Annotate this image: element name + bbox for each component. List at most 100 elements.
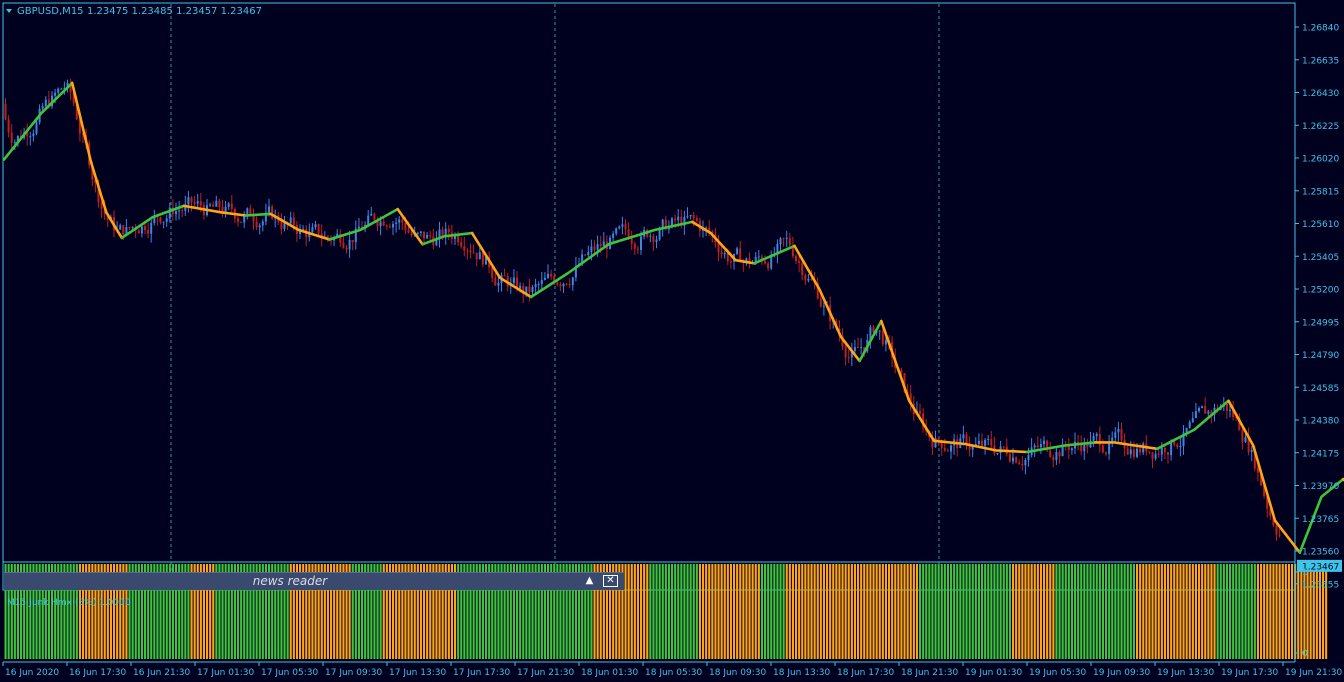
indicator-bar-up — [971, 564, 974, 659]
candle-body — [466, 250, 469, 252]
indicator-bar-down — [705, 564, 708, 659]
indicator-bar-up — [587, 564, 590, 659]
candle-body — [937, 438, 940, 441]
indicator-bar-up — [457, 564, 460, 659]
candle-body — [624, 224, 627, 230]
candle-body — [78, 119, 81, 134]
indicator-bar-down — [711, 564, 714, 659]
indicator-pane[interactable] — [3, 561, 1328, 682]
candle-body — [240, 221, 243, 223]
indicator-bar-down — [323, 564, 326, 659]
indicator-bar-up — [934, 564, 937, 659]
indicator-bar-down — [398, 564, 401, 659]
candle-body — [1111, 437, 1114, 442]
candle-body — [621, 224, 624, 227]
indicator-bar-up — [178, 564, 181, 659]
indicator-bar-down — [82, 564, 85, 659]
candle-body — [516, 277, 518, 289]
collapse-triangle-icon[interactable] — [6, 9, 12, 13]
candle-body — [708, 227, 711, 232]
candle-body — [1278, 534, 1281, 536]
indicator-bar-up — [686, 564, 689, 659]
candle-body — [807, 278, 810, 281]
ma-segment-down — [182, 204, 248, 217]
candle-body — [720, 252, 723, 255]
candle-body — [302, 228, 305, 230]
candle-body — [419, 231, 422, 233]
indicator-bar-down — [388, 564, 391, 659]
indicator-bar-down — [819, 564, 822, 659]
indicator-bar-up — [943, 564, 946, 659]
candle-body — [785, 237, 788, 239]
indicator-bar-down — [872, 564, 875, 659]
candle-body — [1095, 433, 1098, 436]
candle-body — [497, 283, 500, 286]
indicator-bar-up — [472, 564, 475, 659]
indicator-bar-down — [113, 564, 116, 659]
indicator-bar-down — [1185, 564, 1188, 659]
close-icon[interactable]: ✕ — [603, 575, 618, 587]
indicator-bar-up — [1086, 564, 1089, 659]
indicator-bar-down — [410, 564, 413, 659]
indicator-bar-up — [1061, 564, 1064, 659]
candle-body — [317, 224, 320, 234]
candle-body — [249, 208, 252, 216]
candle-body — [1132, 449, 1135, 457]
candle-body — [599, 244, 602, 247]
indicator-bar-up — [689, 564, 692, 659]
candle-body — [469, 250, 472, 253]
candle-body — [175, 211, 177, 215]
indicator-bar-down — [1027, 564, 1030, 659]
indicator-bar-down — [624, 564, 627, 659]
candle-body — [553, 276, 556, 283]
indicator-bar-down — [106, 564, 109, 659]
indicator-bar-up — [516, 564, 519, 659]
candle-body — [534, 284, 537, 288]
candle-body — [354, 228, 357, 243]
indicator-bar-up — [677, 564, 680, 659]
news-reader-title: news reader — [252, 574, 328, 588]
indicator-bar-down — [838, 564, 841, 659]
candle-body — [770, 254, 773, 269]
candle-body — [454, 235, 456, 239]
candle-body — [137, 230, 140, 234]
candle-body — [165, 218, 168, 222]
candle-body — [140, 226, 143, 234]
indicator-bar-up — [75, 564, 78, 659]
indicator-bar-down — [748, 564, 751, 659]
candle-body — [1092, 435, 1095, 441]
candle-body — [1058, 452, 1061, 457]
indicator-bar-down — [906, 564, 909, 659]
indicator-bar-down — [1039, 564, 1042, 659]
indicator-bar-down — [593, 564, 596, 659]
candle-body — [1263, 485, 1266, 497]
indicator-bar-up — [215, 564, 218, 659]
candle-body — [884, 340, 887, 345]
indicator-bar-down — [1210, 564, 1213, 659]
expand-up-icon[interactable]: ▲ — [585, 575, 594, 586]
indicator-bar-up — [221, 564, 224, 659]
news-reader-bar[interactable]: news reader ▲ ✕ — [4, 572, 624, 590]
candle-body — [847, 357, 850, 359]
indicator-bar-down — [816, 564, 819, 659]
indicator-bar-down — [826, 564, 829, 659]
time-tick-label: 18 Jun 17:30 — [837, 668, 894, 678]
indicator-bar-down — [1033, 564, 1036, 659]
time-tick-label: 17 Jun 09:30 — [325, 668, 382, 678]
indicator-bar-down — [714, 564, 717, 659]
indicator-bar-down — [326, 564, 329, 659]
indicator-bar-up — [506, 564, 509, 659]
indicator-bar-down — [1043, 564, 1046, 659]
indicator-bar-up — [550, 564, 553, 659]
candle-body — [91, 165, 94, 180]
main-price-pane[interactable] — [2, 2, 1296, 591]
price-tick-label: 1.24175 — [1302, 449, 1339, 459]
candle-body — [47, 99, 50, 107]
candle-body — [655, 239, 658, 242]
indicator-bar-up — [974, 564, 977, 659]
candle-body — [57, 88, 60, 93]
indicator-bar-up — [153, 564, 156, 659]
indicator-bar-up — [919, 564, 922, 659]
candle-body — [187, 197, 190, 205]
